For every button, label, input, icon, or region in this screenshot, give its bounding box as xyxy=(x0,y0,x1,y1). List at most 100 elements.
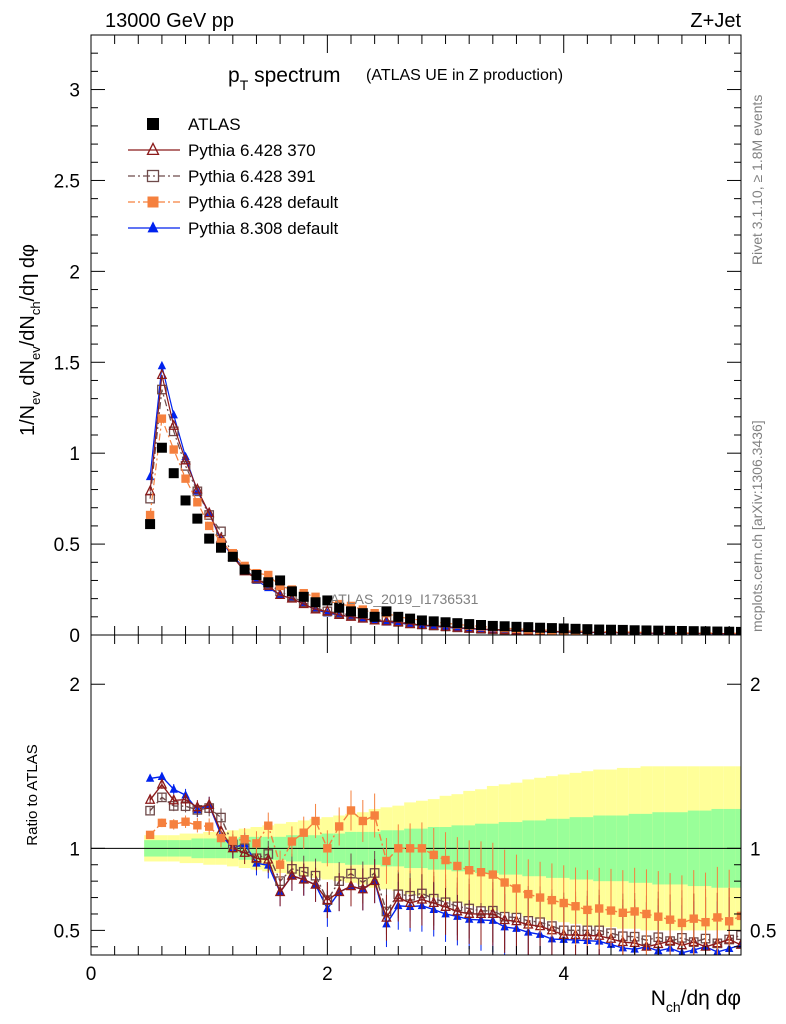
atlas-point xyxy=(192,513,203,524)
pythia-6-428-default-ratio-point xyxy=(193,821,202,830)
atlas-point xyxy=(617,624,628,635)
pythia-6-428-default-point xyxy=(169,445,178,454)
pythia-6-428-370-ratio-point xyxy=(487,907,499,918)
pythia-6-428-default-ratio-point xyxy=(441,855,450,865)
pythia-6-428-370-ratio-point xyxy=(381,911,392,922)
pythia-8-308-default-point xyxy=(311,604,320,613)
pythia-8-308-default-ratio-point xyxy=(169,784,178,793)
atlas-point xyxy=(168,468,179,479)
x-tick-label: 4 xyxy=(558,964,569,985)
pythia-6-428-370-ratio-point xyxy=(286,869,298,880)
header-collision-label: 13000 GeV pp xyxy=(105,10,234,32)
pythia-6-428-370-ratio-point xyxy=(156,778,168,789)
pythia-6-428-391-point xyxy=(216,526,226,537)
pythia-6-428-370-ratio-point xyxy=(475,907,487,918)
pythia-6-428-370-ratio-point xyxy=(416,893,428,904)
x-tick-label: 2 xyxy=(322,964,333,985)
x-tick-label: 0 xyxy=(86,964,97,985)
atlas-point xyxy=(487,620,498,631)
pythia-6-428-default-ratio-point xyxy=(453,861,462,871)
pythia-6-428-default-ratio-point xyxy=(216,833,226,843)
pythia-6-428-default-ratio-point xyxy=(228,836,238,845)
atlas-point xyxy=(499,621,510,632)
atlas-point xyxy=(286,586,297,597)
atlas-point xyxy=(263,577,274,588)
atlas-point xyxy=(145,519,156,530)
pythia-6-428-370-ratio-point xyxy=(263,853,274,864)
atlas-point xyxy=(393,611,404,622)
pythia-8-308-default-ratio-point xyxy=(157,771,167,780)
pythia-6-428-370-ratio-point xyxy=(735,938,741,949)
legend-label: Pythia 8.308 default xyxy=(188,219,339,238)
atlas-point xyxy=(570,623,581,634)
ratio-panel-frame xyxy=(90,634,742,956)
pythia-6-428-default-ratio-point xyxy=(370,811,379,820)
atlas-point xyxy=(381,606,392,617)
legend-label: Pythia 6.428 391 xyxy=(188,167,316,186)
ratio-ylabel: Ratio to ATLAS xyxy=(24,744,41,845)
pythia-6-428-370-point xyxy=(192,483,203,494)
pythia-6-428-default-ratio-point xyxy=(535,893,545,902)
legend-marker-pythia-6-428-391 xyxy=(146,169,160,183)
main-ylabel: 1/Nev dNev/dNch/dη dφ xyxy=(17,244,43,436)
atlas-point xyxy=(416,615,427,626)
pythia-6-428-370-point xyxy=(286,592,298,603)
pythia-6-428-391-point xyxy=(157,384,167,395)
pythia-6-428-default-ratio-point xyxy=(583,905,592,915)
atlas-point xyxy=(665,625,676,635)
pythia-6-428-370-ratio-point xyxy=(274,885,286,897)
pythia-6-428-default-ratio-point xyxy=(157,818,167,828)
pythia-6-428-370-point xyxy=(381,614,392,626)
pythia-6-428-default-point xyxy=(311,592,320,602)
pythia-6-428-370-ratio-point xyxy=(144,793,156,804)
legend: ATLAS Pythia 6.428 370 Pythia 6.428 391 Pyt… xyxy=(128,115,339,238)
pythia-6-428-default-ratio-point xyxy=(287,837,297,846)
pythia-6-428-default-point xyxy=(216,538,226,547)
pythia-6-428-default-ratio-point xyxy=(429,850,438,860)
atlas-point xyxy=(275,575,286,586)
pythia-6-428-default-ratio-point xyxy=(346,806,356,815)
pythia-6-428-370-ratio-point xyxy=(357,882,369,894)
pythia-6-428-default-ratio-point xyxy=(417,844,427,853)
atlas-point xyxy=(227,551,238,562)
y-tick-label: 3 xyxy=(69,81,80,102)
pythia-6-428-370-ratio-point xyxy=(428,896,439,908)
pythia-6-428-370-ratio-point xyxy=(404,896,416,908)
atlas-point xyxy=(440,617,451,628)
pythia-6-428-default-ratio-point xyxy=(464,866,474,875)
pythia-6-428-default-ratio-point xyxy=(689,914,698,923)
atlas-point xyxy=(476,620,486,630)
pythia-6-428-370-ratio-point xyxy=(180,793,191,804)
pythia-6-428-370-point xyxy=(144,484,156,496)
pythia-6-428-default-ratio-point xyxy=(677,918,687,928)
atlas-point xyxy=(712,626,723,635)
atlas-point xyxy=(310,597,321,608)
ratio-y-tick-label: 0.5 xyxy=(54,921,80,942)
pythia-6-428-370-ratio-point xyxy=(227,841,239,853)
pythia-6-428-default-ratio-point xyxy=(394,844,403,853)
atlas-point xyxy=(239,564,250,575)
mcplots-label: mcplots.cern.ch [arXiv:1306.3436] xyxy=(749,420,765,632)
pythia-8-308-default-point xyxy=(334,609,344,619)
pythia-6-428-default-ratio-point xyxy=(512,884,521,893)
atlas-point xyxy=(216,542,226,553)
atlas-point xyxy=(357,608,368,619)
pythia-6-428-391-ratio-point xyxy=(157,792,167,803)
y-tick-label: 0 xyxy=(69,626,80,647)
chart-title: pT spectrum xyxy=(228,64,340,93)
pythia-6-428-default-ratio-point xyxy=(476,868,486,877)
pythia-6-428-370-ratio-point xyxy=(463,907,475,918)
atlas-point xyxy=(546,623,557,634)
legend-label: Pythia 6.428 default xyxy=(188,193,339,212)
pythia-6-428-default-ratio-point xyxy=(334,822,344,831)
axis-ticks xyxy=(90,35,741,955)
pythia-6-428-default-point xyxy=(193,498,202,507)
atlas-point xyxy=(251,570,262,580)
pythia-6-428-370-ratio-point xyxy=(452,904,463,916)
pythia-6-428-370-point xyxy=(156,368,168,380)
pythia-6-428-default-ratio-point xyxy=(524,889,533,899)
pythia-6-428-default-ratio-point xyxy=(606,906,616,915)
pythia-6-428-370-ratio-point xyxy=(322,893,333,905)
rivet-label: Rivet 3.1.10, ≥ 1.8M events xyxy=(749,95,765,265)
